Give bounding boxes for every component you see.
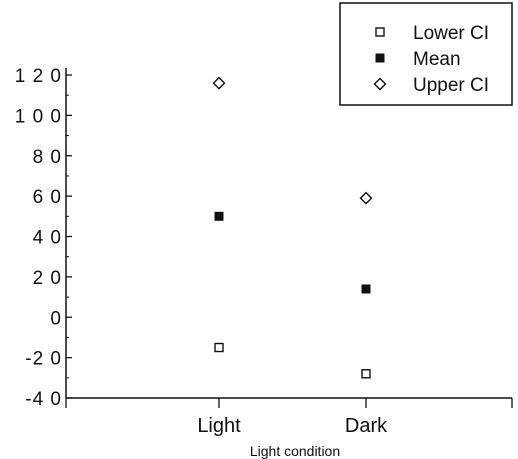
legend-label-lower-ci: Lower CI bbox=[413, 23, 489, 44]
y-tick-label: 6 0 bbox=[33, 187, 62, 208]
point-upper-ci-dark bbox=[359, 191, 373, 205]
legend-marker-upper-ci bbox=[373, 77, 387, 91]
y-tick-label: -4 0 bbox=[25, 389, 62, 410]
legend: Lower CI Mean Upper CI bbox=[339, 2, 513, 106]
legend-box bbox=[339, 2, 513, 106]
x-tick-label: Light bbox=[197, 415, 241, 437]
axes bbox=[65, 68, 512, 399]
point-upper-ci-light bbox=[212, 76, 226, 90]
y-tick-label: 1 2 0 bbox=[15, 66, 62, 87]
y-tick-label: 4 0 bbox=[33, 228, 62, 249]
legend-marker-lower-ci bbox=[375, 27, 385, 37]
point-lower-ci-light bbox=[214, 342, 224, 353]
y-tick-label: 8 0 bbox=[33, 147, 62, 168]
x-ticks: Light Dark bbox=[65, 398, 513, 437]
y-tick-label: -2 0 bbox=[25, 349, 62, 370]
data-markers bbox=[212, 76, 373, 379]
legend-label-mean: Mean bbox=[413, 49, 461, 70]
point-lower-ci-dark bbox=[361, 369, 371, 379]
legend-marker-mean bbox=[375, 53, 385, 63]
y-tick-label: 1 0 0 bbox=[15, 106, 62, 127]
x-tick-label: Dark bbox=[345, 415, 388, 437]
y-ticks: -4 0 -2 0 0 2 0 4 0 6 0 8 0 1 0 0 1 2 0 bbox=[15, 66, 72, 410]
point-mean-light bbox=[214, 211, 224, 221]
y-tick-label: 2 0 bbox=[33, 268, 62, 289]
y-tick-label: 0 bbox=[50, 308, 62, 329]
legend-label-upper-ci: Upper CI bbox=[413, 75, 489, 96]
point-mean-dark bbox=[361, 284, 371, 294]
x-axis-title: Light condition bbox=[250, 443, 340, 459]
